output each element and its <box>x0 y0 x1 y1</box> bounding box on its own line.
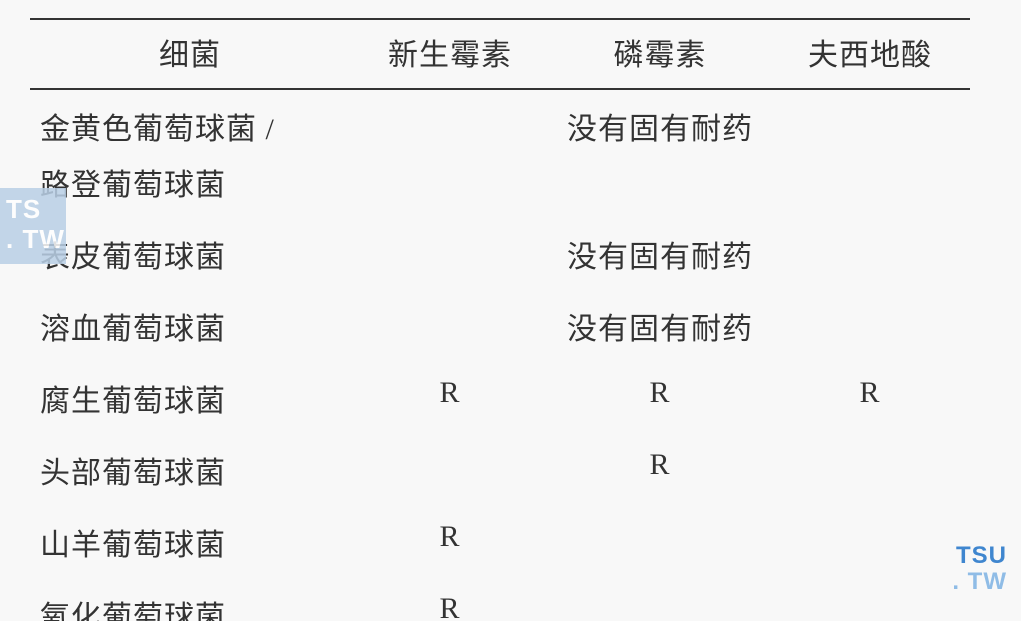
resistance-table: 细菌 新生霉素 磷霉素 夫西地酸 金黄色葡萄球菌 / 路登葡萄球菌 没有固有耐药… <box>30 18 970 621</box>
table-body: 金黄色葡萄球菌 / 路登葡萄球菌 没有固有耐药 表皮葡萄球菌 没有固有耐药 溶血… <box>30 89 970 621</box>
bacteria-name: 腐生葡萄球菌 <box>30 362 350 434</box>
bacteria-name: 山羊葡萄球菌 <box>30 506 350 578</box>
table-row: 氧化葡萄球菌 R <box>30 578 970 621</box>
col-header-fusidic: 夫西地酸 <box>770 19 970 89</box>
table-row: 溶血葡萄球菌 没有固有耐药 <box>30 290 970 362</box>
bacteria-name: 氧化葡萄球菌 <box>30 578 350 621</box>
cell <box>550 506 770 578</box>
table-row: 腐生葡萄球菌 R R R <box>30 362 970 434</box>
bacteria-name: 金黄色葡萄球菌 / 路登葡萄球菌 <box>30 89 350 218</box>
cell: R <box>350 506 550 578</box>
bacteria-name: 表皮葡萄球菌 <box>30 218 350 290</box>
cell <box>550 578 770 621</box>
table-row: 山羊葡萄球菌 R <box>30 506 970 578</box>
merged-note: 没有固有耐药 <box>350 89 970 218</box>
table-head: 细菌 新生霉素 磷霉素 夫西地酸 <box>30 19 970 89</box>
page-root: TS . TW 细菌 新生霉素 磷霉素 夫西地酸 金黄色葡萄球菌 / 路登葡萄球… <box>0 0 1021 621</box>
cell: R <box>550 434 770 506</box>
cell <box>770 434 970 506</box>
merged-note: 没有固有耐药 <box>350 218 970 290</box>
col-header-fosfomycin: 磷霉素 <box>550 19 770 89</box>
table-row: 头部葡萄球菌 R <box>30 434 970 506</box>
cell: R <box>350 362 550 434</box>
bacteria-name-line2: 路登葡萄球菌 <box>40 160 350 204</box>
cell <box>350 434 550 506</box>
merged-note: 没有固有耐药 <box>350 290 970 362</box>
table-row: 金黄色葡萄球菌 / 路登葡萄球菌 没有固有耐药 <box>30 89 970 218</box>
table-row: 表皮葡萄球菌 没有固有耐药 <box>30 218 970 290</box>
bacteria-name-line1: 金黄色葡萄球菌 / <box>40 113 275 146</box>
header-row: 细菌 新生霉素 磷霉素 夫西地酸 <box>30 19 970 89</box>
bacteria-name: 头部葡萄球菌 <box>30 434 350 506</box>
cell: R <box>550 362 770 434</box>
cell: R <box>350 578 550 621</box>
cell <box>770 578 970 621</box>
col-header-novobiocin: 新生霉素 <box>350 19 550 89</box>
col-header-bacteria: 细菌 <box>30 19 350 89</box>
cell <box>770 506 970 578</box>
cell: R <box>770 362 970 434</box>
bacteria-name: 溶血葡萄球菌 <box>30 290 350 362</box>
